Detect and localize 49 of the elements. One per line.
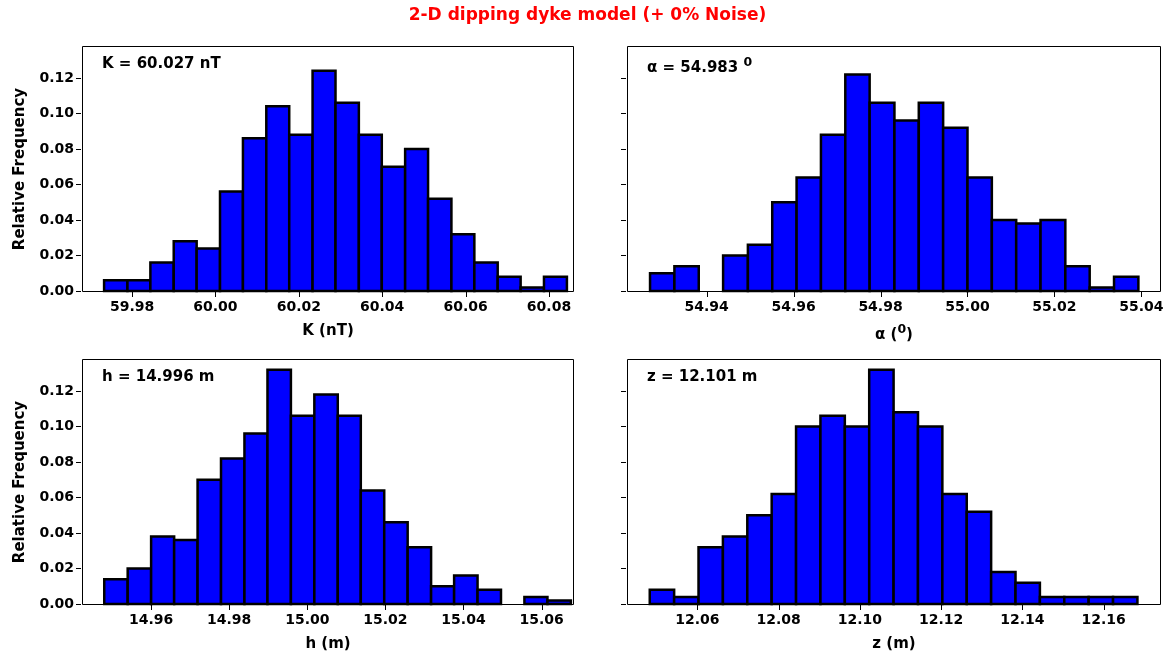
- x-tick-label: 15.02: [363, 611, 408, 628]
- x-tick-label: 54.96: [771, 298, 816, 315]
- annotation: K = 60.027 nT: [102, 54, 221, 72]
- x-tick-label: 12.12: [918, 611, 964, 628]
- y-tick-label: 0.02: [39, 559, 74, 576]
- x-tick-label: 12.06: [675, 611, 720, 628]
- x-tick-label: 12.14: [1000, 611, 1045, 628]
- x-tick-label: 14.98: [207, 611, 252, 628]
- x-tick-label: 60.08: [526, 298, 572, 315]
- y-tick-label: 0.12: [39, 68, 74, 85]
- y-tick-label: 0.06: [39, 488, 74, 505]
- x-tick-label: 55.02: [1032, 298, 1077, 315]
- y-tick-label: 0.02: [39, 246, 74, 263]
- y-tick-label: 0.00: [39, 594, 75, 611]
- x-axis-title: K (nT): [302, 321, 354, 339]
- x-tick-label: 60.02: [276, 298, 321, 315]
- x-tick-label: 15.00: [285, 611, 330, 628]
- x-axis-title: α ($^{0}$): [875, 321, 913, 343]
- y-tick-label: 0.00: [39, 281, 75, 298]
- y-tick-label: 0.08: [39, 452, 74, 469]
- y-axis-title: Relative Frequency: [10, 87, 28, 250]
- annotation: α = 54.983 $^{0}$: [647, 54, 753, 76]
- x-tick-label: 60.06: [443, 298, 488, 315]
- x-tick-label: 12.08: [756, 611, 801, 628]
- y-tick-label: 0.12: [39, 381, 74, 398]
- x-tick-label: 54.98: [858, 298, 903, 315]
- x-tick-label: 55.04: [1119, 298, 1164, 315]
- x-tick-label: 12.10: [837, 611, 883, 628]
- x-axis-title: h (m): [305, 634, 351, 652]
- x-tick-label: 60.00: [193, 298, 238, 315]
- x-axis-title: z (m): [872, 634, 916, 652]
- y-axis-title: Relative Frequency: [10, 400, 28, 563]
- x-tick-label: 12.16: [1081, 611, 1126, 628]
- x-tick-label: 60.04: [360, 298, 405, 315]
- annotation: z = 12.101 m: [647, 367, 758, 385]
- x-tick-label: 55.00: [945, 298, 990, 315]
- y-tick-label: 0.06: [39, 175, 74, 192]
- x-tick-label: 15.04: [441, 611, 486, 628]
- x-tick-label: 59.98: [109, 298, 155, 315]
- annotation: h = 14.996 m: [102, 367, 215, 385]
- y-tick-label: 0.10: [39, 417, 75, 434]
- x-tick-label: 15.06: [519, 611, 564, 628]
- x-tick-label: 54.94: [684, 298, 729, 315]
- y-tick-label: 0.10: [39, 104, 75, 121]
- chart-title: 2-D dipping dyke model (+ 0% Noise): [407, 4, 768, 24]
- x-tick-label: 14.96: [128, 611, 174, 628]
- y-tick-label: 0.08: [39, 139, 74, 156]
- y-tick-label: 0.04: [39, 210, 75, 227]
- y-tick-label: 0.04: [39, 523, 75, 540]
